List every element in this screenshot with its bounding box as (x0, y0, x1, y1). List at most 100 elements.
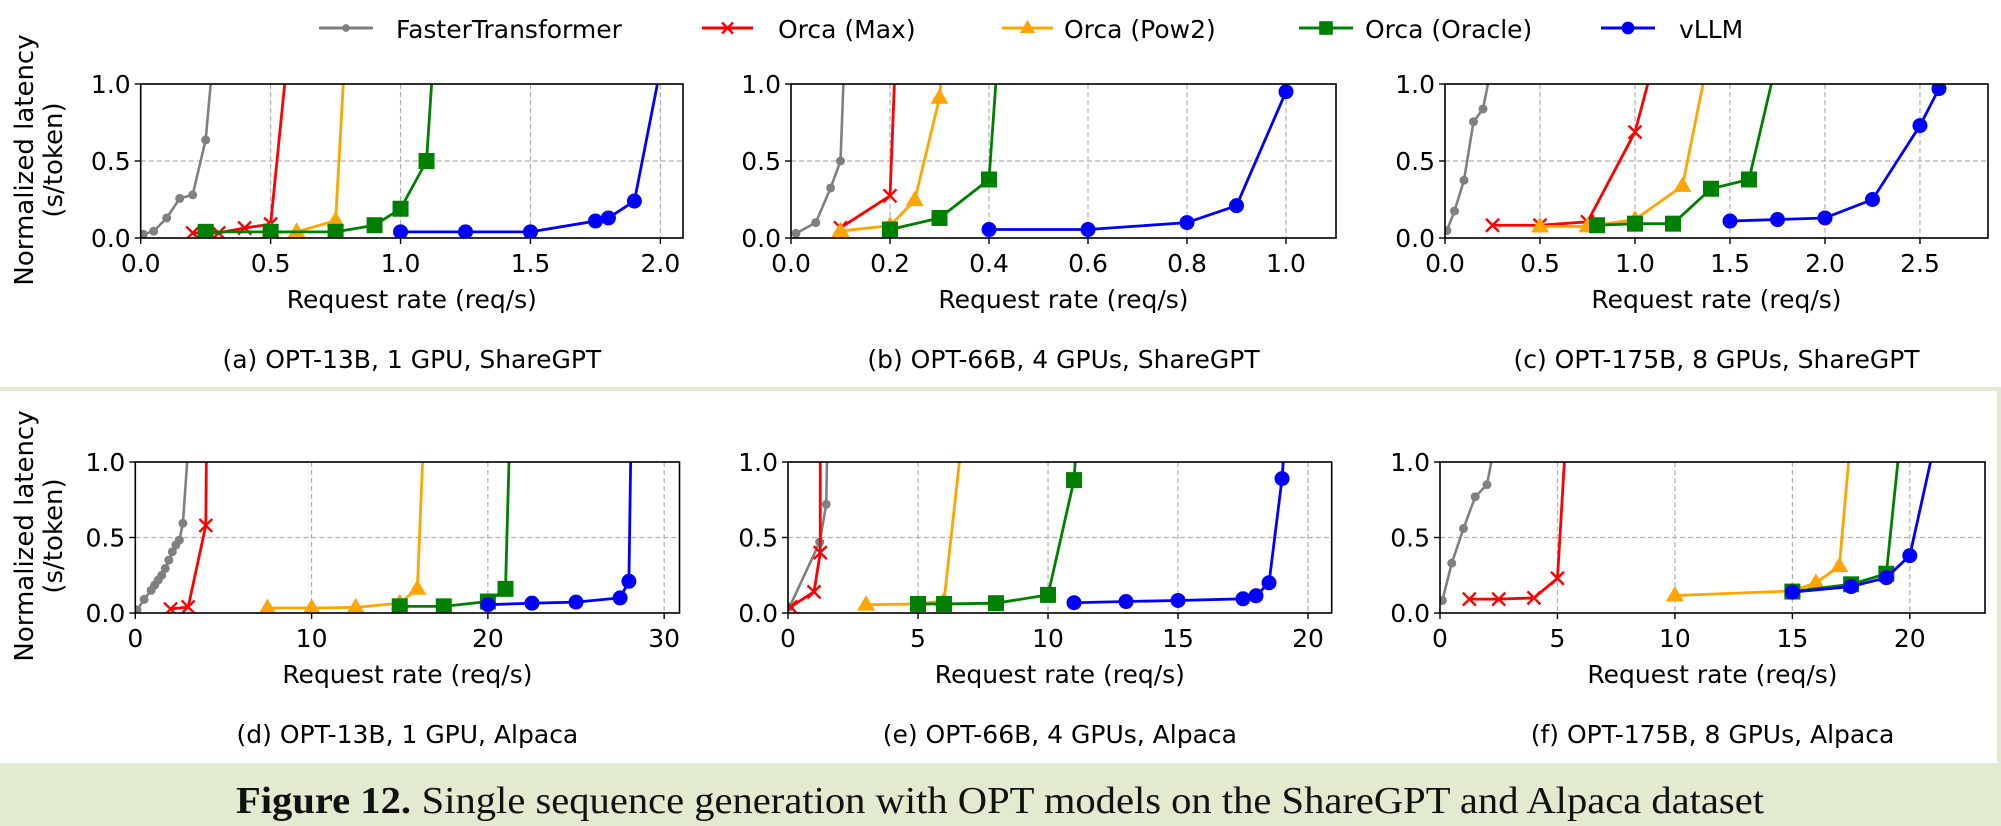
data-point-vllm (458, 224, 474, 238)
series-line-orca-pow2 (865, 462, 961, 607)
y-tick-label: 0.0 (741, 224, 781, 253)
data-point-orca-oracle (1040, 586, 1057, 603)
data-point-fastertransformer (174, 535, 184, 545)
series-orca-oracle (197, 84, 435, 238)
data-point-fastertransformer (1449, 206, 1459, 216)
series-line-orca-pow2 (267, 462, 424, 610)
series-orca-max (163, 462, 214, 613)
series-orca-oracle (910, 462, 1083, 612)
data-point-vllm (1274, 471, 1290, 487)
series-fastertransformer (1440, 462, 1493, 605)
data-point-orca-oracle (936, 595, 953, 612)
x-tick-label: 0.4 (969, 249, 1009, 278)
data-point-orca-pow2 (1830, 556, 1849, 573)
x-tick-label: 15 (1162, 624, 1194, 653)
legend-label: vLLM (1679, 15, 1743, 44)
data-point-fastertransformer (1447, 558, 1457, 568)
legend-item-fastertransformer: FasterTransformer (319, 15, 623, 44)
data-point-vllm (1235, 591, 1251, 607)
plot-area (1445, 84, 1947, 236)
legend-item-vllm: vLLM (1601, 15, 1743, 44)
series-line-orca-max (170, 462, 208, 611)
series-line-orca-max (789, 462, 822, 609)
x-tick-label: 0 (1432, 624, 1448, 653)
legend-item-orca-oracle: Orca (Oracle) (1299, 15, 1532, 44)
legend-marker-fastertransformer-icon (342, 24, 350, 32)
data-point-orca-oracle (197, 223, 214, 238)
data-point-orca-max (812, 545, 828, 560)
series-line-vllm (1073, 462, 1285, 605)
series-line-fastertransformer (795, 84, 845, 235)
data-point-vllm (480, 597, 496, 613)
data-point-orca-max (1462, 591, 1477, 607)
data-point-vllm (587, 213, 603, 229)
data-point-orca-pow2 (287, 222, 306, 238)
y-tick-label: 0.0 (1395, 224, 1435, 253)
x-axis-label: Request rate (req/s) (1591, 285, 1841, 314)
data-point-vllm (1769, 212, 1785, 228)
x-axis-label: Request rate (req/s) (935, 660, 1185, 689)
data-point-fastertransformer (201, 135, 211, 145)
figure-caption: Figure 12. Single sequence generation wit… (236, 780, 1764, 822)
y-axis-label-line1: Normalized latency (10, 410, 40, 661)
subfigure-caption: (f) OPT-175B, 8 GPUs, Alpaca (1531, 720, 1895, 749)
data-point-orca-oracle (418, 153, 435, 169)
data-point-vllm (981, 222, 997, 238)
series-orca-pow2 (1530, 84, 1705, 233)
data-point-orca-max (163, 601, 178, 613)
legend-marker-orca-pow2-icon (1019, 19, 1036, 34)
x-tick-label: 1.0 (1266, 249, 1306, 278)
series-line-vllm (400, 84, 659, 234)
y-tick-label: 0.5 (86, 524, 126, 553)
x-tick-label: 0.5 (251, 249, 291, 278)
subfigure-caption: (b) OPT-66B, 4 GPUs, ShareGPT (867, 345, 1260, 374)
data-point-fastertransformer (1468, 117, 1478, 127)
x-axis-label: Request rate (req/s) (287, 285, 537, 314)
data-point-fastertransformer (1459, 175, 1469, 185)
series-line-orca-max (1469, 462, 1566, 601)
chart-d: 0 10 20 30 0.0 0.5 1.0 Request rate (req/s) (d) … (86, 448, 681, 749)
y-tick-label: 0.5 (741, 147, 781, 176)
y-tick-label: 0.0 (86, 599, 126, 628)
data-point-orca-oracle (1588, 217, 1605, 234)
data-point-orca-oracle (910, 595, 927, 612)
data-point-fastertransformer (1482, 480, 1492, 490)
data-point-vllm (1864, 192, 1880, 207)
data-point-orca-max (198, 518, 214, 533)
series-vllm (1722, 84, 1947, 229)
data-point-fastertransformer (791, 228, 801, 238)
legend-marker-orca-max-icon (721, 21, 734, 35)
data-point-vllm (1278, 84, 1294, 100)
y-axis-label-top-row: Normalized latency (s/token) (10, 34, 69, 285)
chart-a: 0.0 0.5 1.0 1.5 2.0 0.0 0.5 1.0 Request rate (re… (91, 70, 684, 374)
data-point-vllm (1878, 570, 1894, 586)
y-axis-label-line1: Normalized latency (10, 34, 40, 285)
data-point-vllm (626, 193, 642, 209)
data-point-orca-pow2 (905, 190, 924, 207)
x-axis-label: Request rate (req/s) (282, 660, 532, 689)
y-tick-label: 0.5 (91, 147, 131, 176)
x-tick-label: 0.6 (1068, 249, 1108, 278)
x-tick-label: 0 (780, 624, 796, 653)
data-point-fastertransformer (175, 193, 185, 203)
series-vllm (480, 462, 637, 613)
data-point-vllm (522, 224, 538, 238)
legend-label: FasterTransformer (396, 15, 623, 44)
x-tick-label: 20 (1894, 624, 1926, 653)
series-orca-max (1462, 462, 1566, 607)
data-point-fastertransformer (157, 570, 167, 580)
data-point-orca-oracle (1664, 215, 1681, 232)
legend-label: Orca (Max) (778, 15, 916, 44)
data-point-vllm (1722, 213, 1738, 229)
data-point-orca-max (882, 188, 898, 204)
data-point-fastertransformer (1478, 104, 1488, 114)
grid (1439, 461, 1985, 614)
data-point-orca-oracle (392, 200, 409, 217)
series-vllm (1784, 462, 1932, 600)
data-point-orca-max (1491, 591, 1507, 607)
figure-caption-label: Figure 12. (236, 780, 411, 822)
x-tick-label: 1.0 (1615, 249, 1655, 278)
series-fastertransformer (1445, 84, 1490, 236)
data-point-orca-max (1485, 217, 1500, 233)
data-point-orca-max (1526, 590, 1542, 606)
